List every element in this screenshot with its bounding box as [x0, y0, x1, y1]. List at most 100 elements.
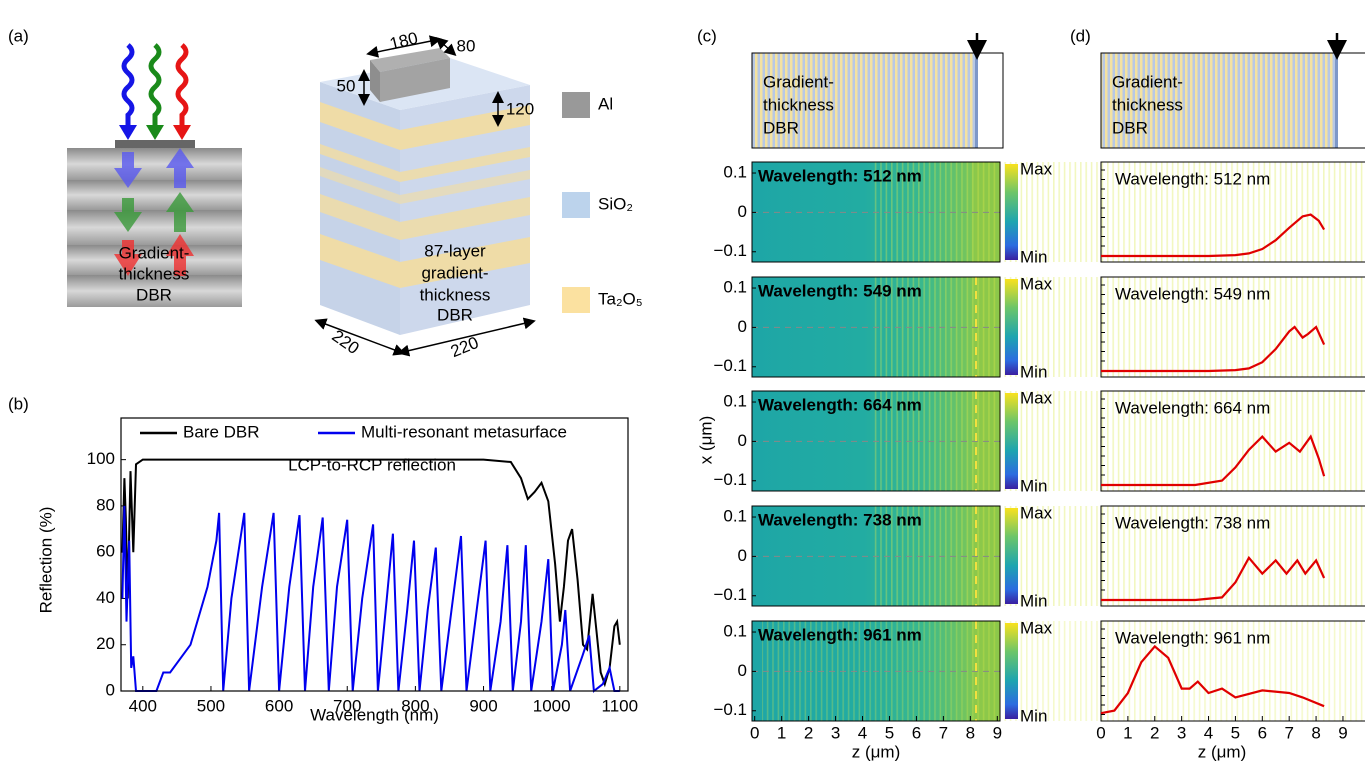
colorbar-label: Min	[1020, 476, 1047, 495]
schematic-label: DBR	[763, 118, 799, 137]
y-tick-label: 0	[738, 202, 747, 221]
wavelength-label: Wavelength: 961 nm	[758, 625, 922, 644]
wavelength-label: Wavelength: 512 nm	[758, 166, 922, 185]
schematic-c	[751, 33, 1004, 149]
panel-frame	[1100, 390, 1365, 492]
wavelength-label: Wavelength: 738 nm	[758, 510, 922, 529]
stack-label: gradient-	[421, 263, 488, 282]
dimension-label: 180	[388, 28, 420, 53]
x-tick-label: 500	[197, 696, 225, 715]
ta2o5-layer	[400, 147, 530, 182]
x-tick-label: 2	[1150, 723, 1159, 742]
x-tick-label: 1100	[602, 696, 639, 715]
y-tick-label: −0.1	[713, 470, 747, 489]
colorbar-label: Min	[1020, 591, 1047, 610]
stack-label: thickness	[420, 285, 491, 304]
panel-label: (b)	[8, 394, 29, 413]
panel-label: (a)	[8, 26, 29, 45]
x-tick-label: 3	[831, 723, 840, 742]
dimension-label: 50	[337, 76, 356, 95]
schematic-d	[1100, 33, 1365, 149]
x-tick-label: 8	[966, 723, 975, 742]
x-tick-label: 1	[1123, 723, 1132, 742]
schematic-label: thickness	[1112, 95, 1183, 114]
y-tick-label: 0.1	[723, 278, 747, 297]
colorbar	[1005, 508, 1018, 604]
x-tick-label: 1000	[533, 696, 571, 715]
legend-label: Bare DBR	[183, 422, 260, 441]
colorbar-label: Min	[1020, 706, 1047, 725]
x-tick-label: 5	[885, 723, 894, 742]
stack-label: 87-layer	[424, 241, 486, 260]
schematic-label: thickness	[763, 95, 834, 114]
legend-label: Multi-resonant metasurface	[361, 422, 567, 441]
intensity-profile	[1100, 644, 1325, 715]
x-tick-label: 600	[265, 696, 293, 715]
material-label: Al	[598, 94, 613, 113]
x-tick-label: 1	[777, 723, 786, 742]
ta2o5-layer	[400, 237, 530, 288]
y-tick-label: −0.1	[713, 241, 747, 260]
colorbar-label: Max	[1020, 388, 1053, 407]
x-axis-label: Wavelength (nm)	[310, 705, 439, 724]
y-tick-label: 20	[96, 634, 115, 653]
panel-frame	[1100, 505, 1365, 607]
material-label: SiO₂	[598, 194, 633, 213]
stack-label: DBR	[437, 305, 473, 324]
y-tick-label: 0	[738, 546, 747, 565]
material-label: Ta₂O₅	[598, 289, 643, 308]
colorbar	[1005, 393, 1018, 489]
x-tick-label: 8	[1311, 723, 1320, 742]
ta2o5-layer	[400, 197, 530, 240]
panel-frame	[1100, 276, 1365, 378]
ta2o5-layer	[320, 167, 400, 204]
metasurface-unit-cell	[314, 35, 590, 357]
panel-label: (d)	[1070, 26, 1091, 45]
y-tick-label: −0.1	[713, 356, 747, 375]
wavelength-label: Wavelength: 738 nm	[1115, 513, 1270, 532]
ta2o5-layer	[320, 234, 400, 288]
colorbar-label: Max	[1020, 159, 1053, 178]
dbr-diagram	[67, 43, 242, 307]
x-axis-label: z (μm)	[1198, 742, 1247, 761]
schematic-label: Gradient-	[1112, 72, 1183, 91]
x-tick-label: 5	[1231, 723, 1240, 742]
colorbar	[1005, 623, 1018, 719]
y-tick-label: 40	[96, 588, 115, 607]
y-tick-label: 0	[106, 680, 115, 699]
y-tick-label: 80	[96, 495, 115, 514]
schematic-label: Gradient-	[763, 72, 834, 91]
colorbar	[1005, 164, 1018, 260]
ta2o5-layer	[320, 102, 400, 150]
y-tick-label: −0.1	[713, 585, 747, 604]
ta2o5-layer	[320, 194, 400, 240]
x-axis-label: z (μm)	[852, 742, 901, 761]
x-tick-label: 0	[750, 723, 759, 742]
y-tick-label: −0.1	[713, 700, 747, 719]
schematic-label: DBR	[1112, 118, 1148, 137]
dbr-label: Gradient-	[119, 243, 190, 262]
y-tick-label: 0	[738, 431, 747, 450]
x-tick-label: 4	[1204, 723, 1213, 742]
ta2o5-layer	[320, 144, 400, 182]
panel-frame	[1100, 161, 1365, 263]
x-tick-label: 2	[804, 723, 813, 742]
annotation: LCP-to-RCP reflection	[288, 455, 456, 474]
line-series	[121, 458, 621, 688]
y-tick-label: 0.1	[723, 507, 747, 526]
ta2o5-layer	[400, 170, 530, 204]
x-tick-label: 9	[993, 723, 1002, 742]
colorbar	[1005, 279, 1018, 375]
colorbar-label: Max	[1020, 618, 1053, 637]
colorbar-label: Min	[1020, 247, 1047, 266]
line-series	[121, 505, 620, 693]
x-tick-label: 6	[1258, 723, 1267, 742]
y-axis-label: x (μm)	[696, 416, 715, 465]
wavelength-label: Wavelength: 549 nm	[1115, 284, 1270, 303]
dimension-label: 220	[329, 326, 363, 358]
dimension-label: 220	[448, 333, 481, 361]
y-tick-label: 100	[87, 449, 115, 468]
x-tick-label: 900	[469, 696, 497, 715]
